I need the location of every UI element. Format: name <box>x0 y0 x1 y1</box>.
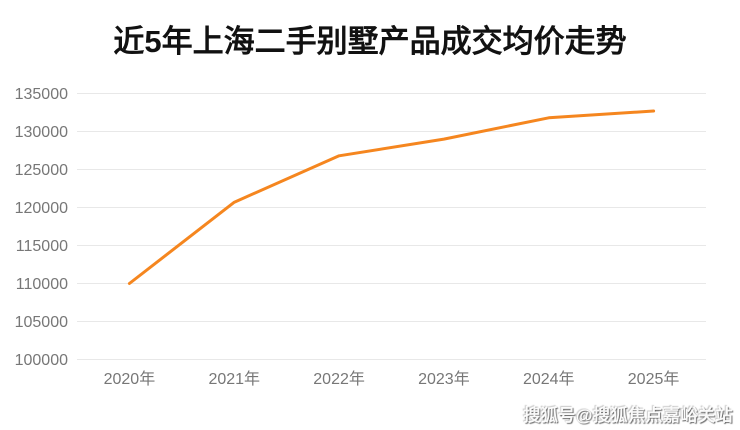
x-tick-label: 2023年 <box>418 370 470 388</box>
x-tick-label: 2025年 <box>628 370 680 388</box>
y-tick-label: 105000 <box>15 314 68 331</box>
price-line <box>127 109 656 285</box>
y-tick-label: 135000 <box>15 86 68 103</box>
x-tick-label: 2020年 <box>104 370 156 388</box>
x-tick-label: 2022年 <box>313 370 365 388</box>
y-tick-label: 125000 <box>15 162 68 179</box>
y-tick-label: 115000 <box>16 238 68 255</box>
y-tick-label: 100000 <box>15 352 68 369</box>
y-tick-label: 110000 <box>16 276 68 293</box>
x-tick-label: 2021年 <box>208 370 260 388</box>
x-tick-label: 2024年 <box>523 370 575 388</box>
chart-title: 近5年上海二手别墅产品成交均价走势 <box>113 24 627 59</box>
y-tick-label: 130000 <box>15 124 68 141</box>
y-tick-label: 120000 <box>15 200 68 217</box>
